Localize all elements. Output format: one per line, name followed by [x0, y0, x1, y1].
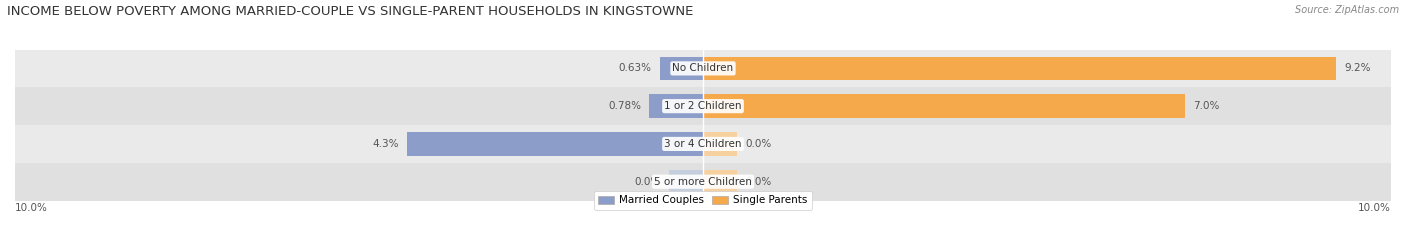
- Text: 0.63%: 0.63%: [619, 63, 651, 73]
- Bar: [650, 94, 703, 118]
- Text: 0.0%: 0.0%: [745, 139, 772, 149]
- Bar: [703, 170, 737, 193]
- Bar: [15, 163, 1391, 201]
- Text: 0.0%: 0.0%: [634, 177, 661, 187]
- Bar: [703, 57, 1336, 80]
- Text: 3 or 4 Children: 3 or 4 Children: [664, 139, 742, 149]
- Text: Source: ZipAtlas.com: Source: ZipAtlas.com: [1295, 5, 1399, 15]
- Legend: Married Couples, Single Parents: Married Couples, Single Parents: [595, 191, 811, 210]
- Bar: [15, 125, 1391, 163]
- Text: 7.0%: 7.0%: [1192, 101, 1219, 111]
- Text: INCOME BELOW POVERTY AMONG MARRIED-COUPLE VS SINGLE-PARENT HOUSEHOLDS IN KINGSTO: INCOME BELOW POVERTY AMONG MARRIED-COUPL…: [7, 5, 693, 18]
- Text: 10.0%: 10.0%: [15, 203, 48, 213]
- Bar: [408, 132, 703, 156]
- Text: 5 or more Children: 5 or more Children: [654, 177, 752, 187]
- Text: No Children: No Children: [672, 63, 734, 73]
- Text: 0.78%: 0.78%: [607, 101, 641, 111]
- Text: 0.0%: 0.0%: [745, 177, 772, 187]
- Text: 4.3%: 4.3%: [373, 139, 399, 149]
- Bar: [703, 132, 737, 156]
- Text: 1 or 2 Children: 1 or 2 Children: [664, 101, 742, 111]
- Bar: [15, 49, 1391, 87]
- Bar: [659, 57, 703, 80]
- Bar: [669, 170, 703, 193]
- Text: 10.0%: 10.0%: [1358, 203, 1391, 213]
- Bar: [15, 87, 1391, 125]
- Bar: [703, 94, 1185, 118]
- Text: 9.2%: 9.2%: [1344, 63, 1371, 73]
